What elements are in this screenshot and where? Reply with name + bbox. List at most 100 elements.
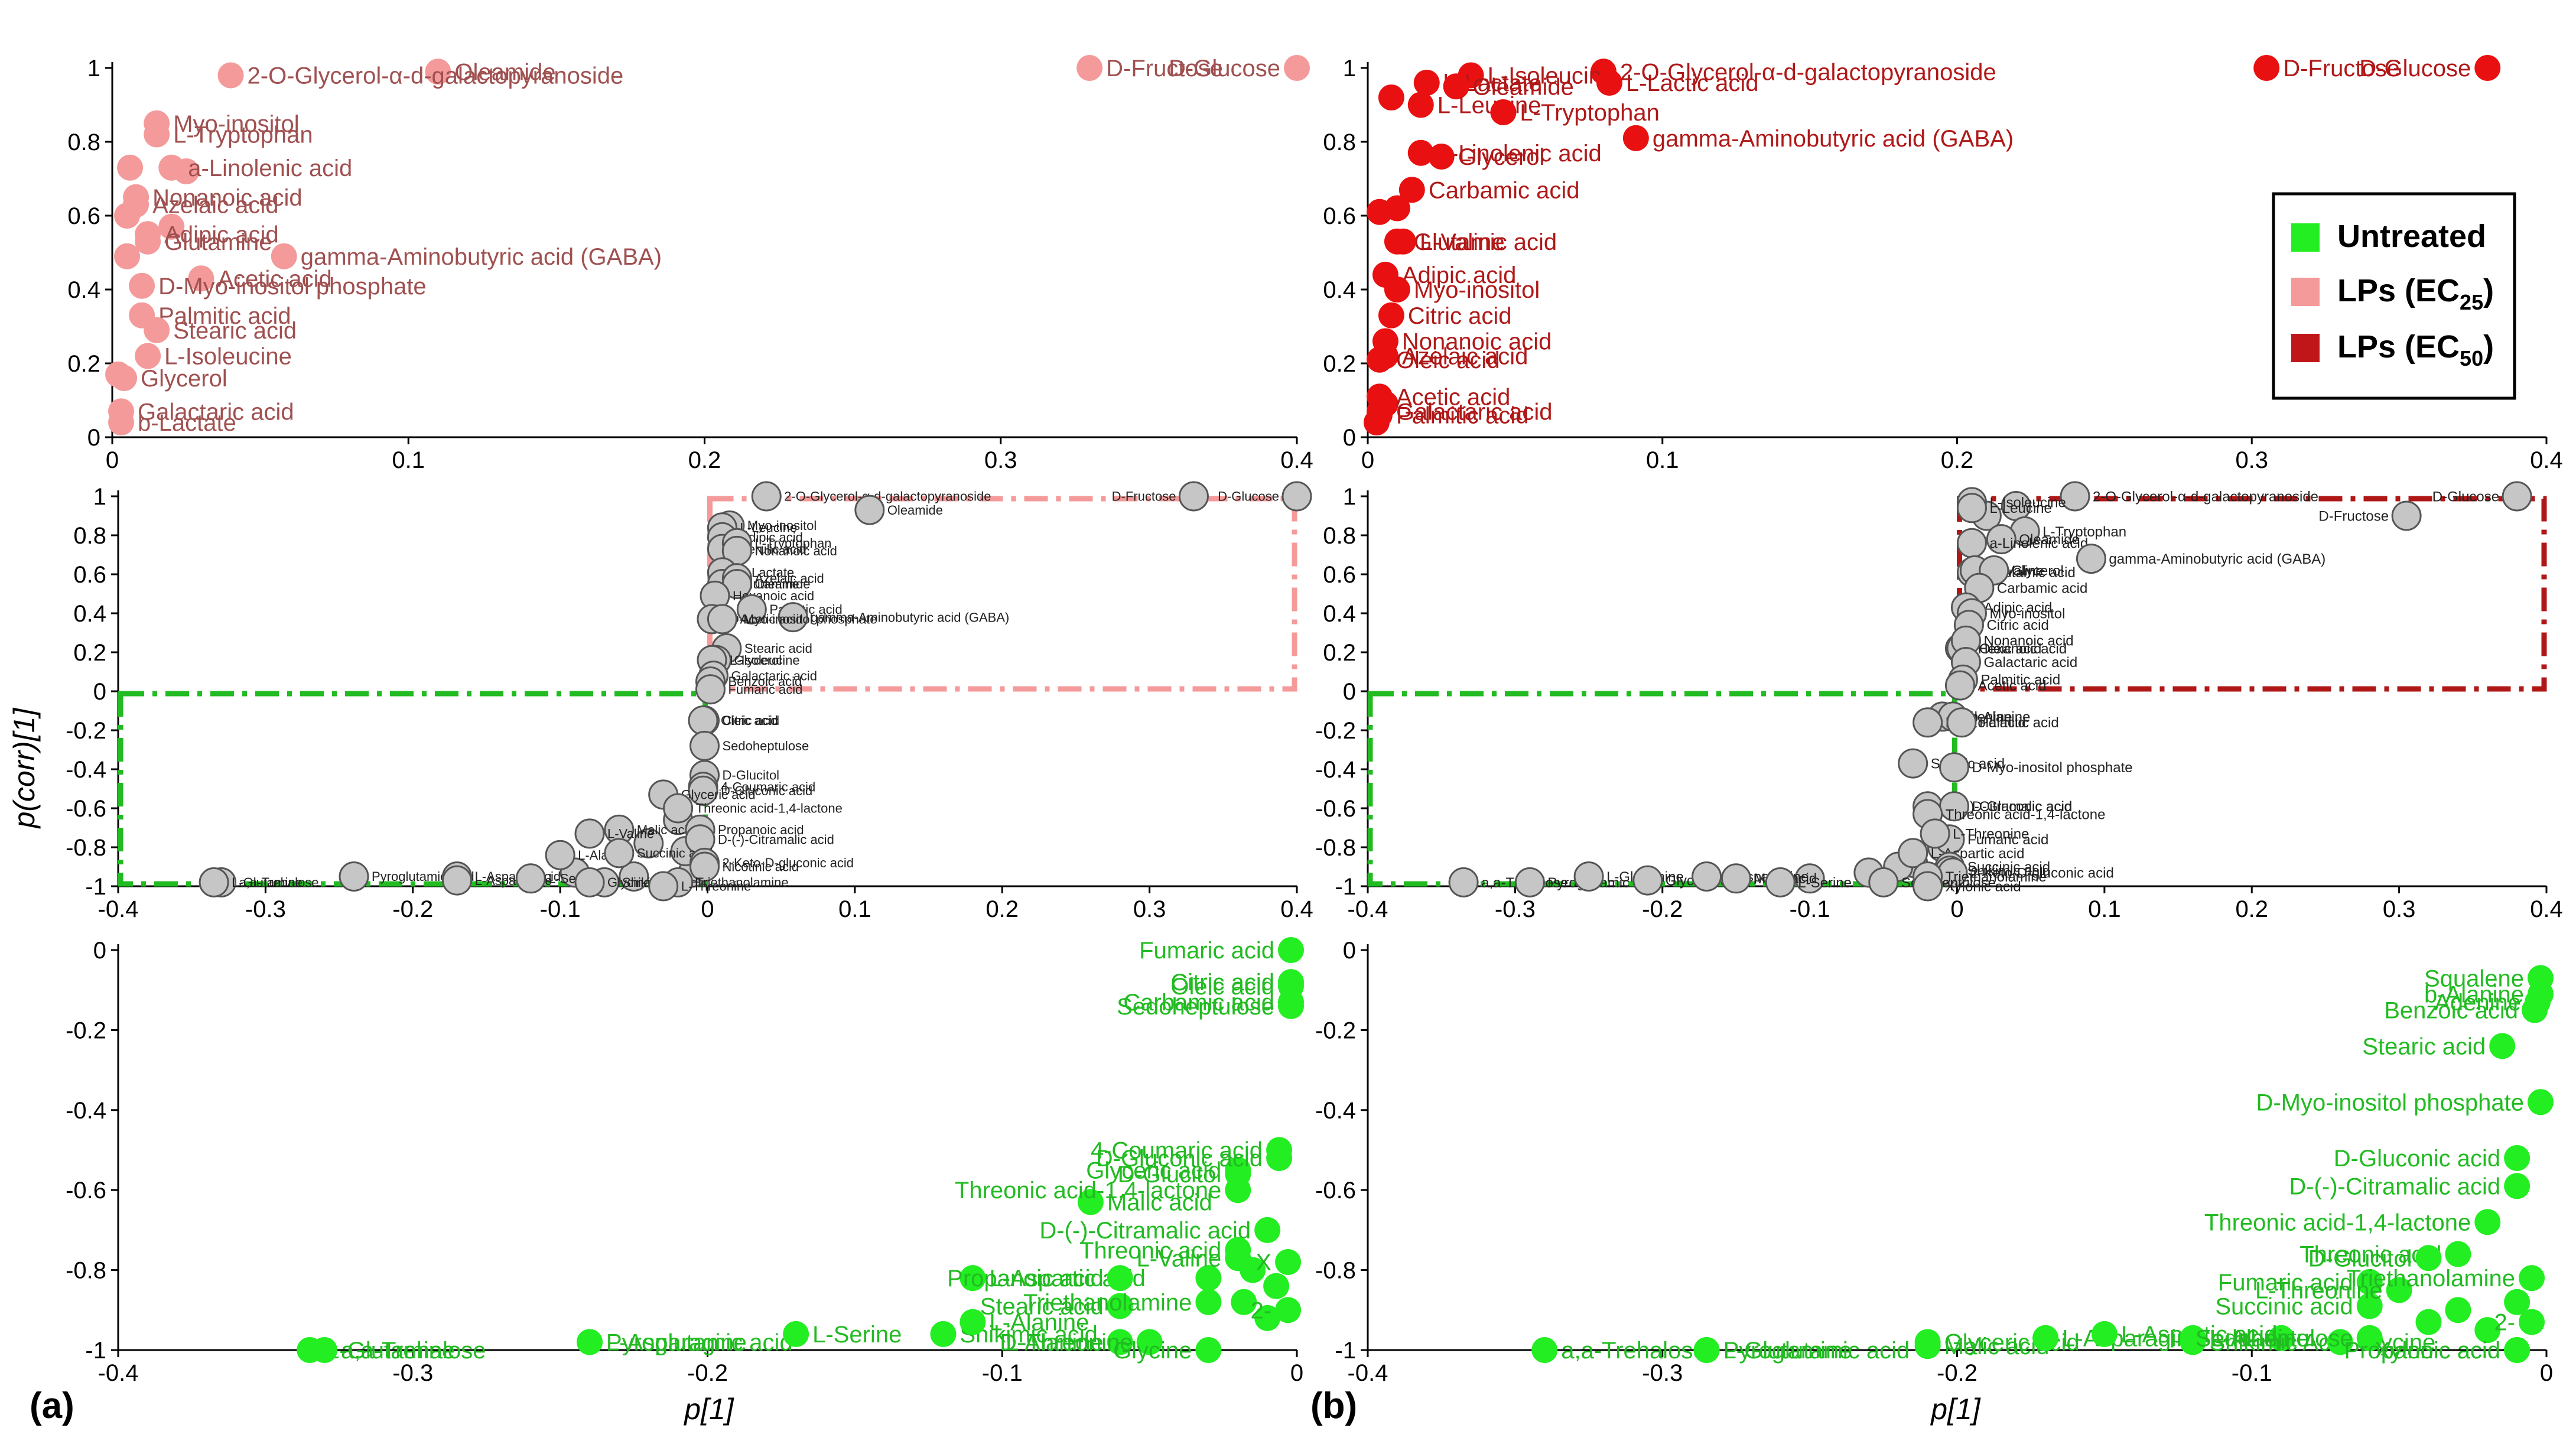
point-label: Shikimic acid bbox=[1967, 863, 2050, 879]
y-tick-label: 0.8 bbox=[67, 129, 100, 155]
data-point bbox=[271, 243, 297, 269]
point-label: Succinic acid bbox=[1967, 859, 2050, 875]
point-label: Malic acid bbox=[1944, 1334, 2050, 1360]
point-label: Triethanolamine bbox=[696, 875, 789, 890]
x-tick-label: -0.2 bbox=[687, 1360, 728, 1386]
data-point bbox=[1254, 1217, 1281, 1243]
x-tick-label: 0.4 bbox=[1280, 896, 1313, 922]
data-point bbox=[1077, 1189, 1104, 1215]
point-label: Stearic acid bbox=[173, 318, 297, 344]
point-label: Glycine bbox=[1113, 1338, 1192, 1364]
point-label: Glycerol bbox=[1458, 144, 1545, 170]
y-tick-label: -0.4 bbox=[1315, 1098, 1356, 1124]
point-label: Stearic acid bbox=[744, 641, 812, 656]
y-tick-label: -1 bbox=[85, 874, 106, 900]
xlabel-a: p[1] bbox=[683, 1393, 734, 1426]
data-point bbox=[1225, 1177, 1251, 1204]
y-tick-label: 0.8 bbox=[1323, 523, 1356, 549]
x-tick-label: -0.3 bbox=[392, 1360, 433, 1386]
legend-ec25-text: LPs (EC bbox=[2337, 273, 2460, 308]
data-point bbox=[2489, 1033, 2516, 1059]
data-point bbox=[1443, 73, 1469, 100]
data-point bbox=[117, 154, 144, 181]
point-label: Azelaic acid bbox=[754, 571, 824, 586]
legend-swatch-ec25 bbox=[2291, 278, 2320, 306]
data-point bbox=[1898, 838, 1928, 869]
legend-swatch-ec50 bbox=[2291, 334, 2320, 362]
point-label: L-Serine bbox=[812, 1322, 902, 1348]
y-tick-label: 0.4 bbox=[67, 277, 100, 303]
data-point bbox=[1946, 707, 1977, 738]
data-point bbox=[1398, 177, 1425, 203]
point-label: Sedoheptulose bbox=[1117, 994, 1274, 1020]
point-label: Fumaric acid bbox=[1967, 832, 2048, 848]
point-label: Benzoic acid bbox=[728, 674, 802, 689]
x-tick-label: 0.3 bbox=[1133, 896, 1166, 922]
data-point bbox=[442, 865, 473, 896]
x-tick-label: 0.3 bbox=[2235, 447, 2268, 473]
point-label: Squalene bbox=[2424, 965, 2524, 991]
y-tick-label: 0.8 bbox=[1323, 129, 1356, 155]
data-point bbox=[1266, 1145, 1293, 1172]
data-point bbox=[1384, 277, 1410, 303]
point-label: D-Alanine bbox=[1000, 1329, 1104, 1355]
y-tick-label: -1 bbox=[85, 1338, 106, 1364]
data-point bbox=[663, 793, 694, 824]
point-label: Citric acid bbox=[1986, 617, 2048, 633]
point-label: Nonanoic acid bbox=[754, 544, 837, 558]
x-tick-label: -0.4 bbox=[1348, 896, 1388, 922]
point-label: Stearic acid bbox=[2362, 1033, 2486, 1059]
data-point bbox=[2032, 1325, 2059, 1351]
data-point bbox=[1378, 302, 1404, 329]
data-point bbox=[2391, 500, 2422, 531]
point-label: 4-Coumaric acid bbox=[721, 779, 815, 794]
point-label: Galactaric acid bbox=[1396, 399, 1553, 425]
point-label: 2-O-Glycerol-α-d-galactopyranoside bbox=[784, 489, 991, 504]
chart-a-top: 0 0.1 0.2 0.3 0.4 0 0.2 0.4 0.6 0.8 1 D-GlucoseD-Fr… bbox=[67, 55, 1313, 473]
point-label: a-Linolenic acid bbox=[1437, 141, 1602, 167]
point-label: Oleamide bbox=[1473, 74, 1574, 100]
point-label: D-Glucitol bbox=[1118, 1162, 1222, 1188]
data-point bbox=[1284, 55, 1310, 81]
point-label: Acetic acid bbox=[217, 266, 331, 292]
point-label: L-Alanine bbox=[989, 1310, 1089, 1336]
point-label: Citric acid bbox=[723, 713, 780, 728]
data-point bbox=[1720, 863, 1751, 894]
point-label: D-Glucose bbox=[1218, 489, 1279, 504]
point-label: D-Myo-inositol phosphate bbox=[730, 612, 877, 627]
y-tick-label: 0 bbox=[93, 938, 106, 964]
legend-ec50-tail: ) bbox=[2483, 329, 2494, 365]
point-label: Galactaric acid bbox=[731, 668, 817, 683]
x-tick-label: 0 bbox=[1361, 447, 1374, 473]
point-label: 2-Keto-D-gluconic acid bbox=[1970, 865, 2114, 881]
point-label: Nicotinic acid bbox=[723, 860, 799, 874]
data-point bbox=[2502, 481, 2532, 512]
data-point bbox=[1913, 871, 1943, 902]
point-label: Palmitic acid bbox=[158, 303, 291, 329]
point-label: Azelaic acid bbox=[1402, 344, 1528, 370]
point-label: Myo-inositol bbox=[1989, 606, 2065, 622]
point-label: Glycerol bbox=[734, 653, 782, 668]
y-tick-label: 0.4 bbox=[73, 601, 106, 627]
y-tick-label: -0.2 bbox=[1315, 1017, 1356, 1043]
data-point bbox=[1573, 861, 1604, 892]
point-label: L-Threonine bbox=[1953, 826, 2029, 842]
y-tick-label: 0 bbox=[87, 425, 100, 451]
data-point bbox=[1390, 228, 1416, 255]
y-tick-label: -0.4 bbox=[1315, 757, 1356, 783]
data-point bbox=[689, 851, 720, 882]
data-point bbox=[2253, 55, 2280, 81]
x-tick-label: 0.2 bbox=[688, 447, 721, 473]
legend-label-ec50: LPs (EC50) bbox=[2337, 329, 2494, 370]
point-label: Myo-inositol bbox=[747, 518, 817, 533]
y-tick-label: -0.6 bbox=[66, 1178, 106, 1204]
legend-ec50-sub: 50 bbox=[2460, 346, 2483, 370]
y-tick-label: 0.6 bbox=[67, 203, 100, 229]
data-point bbox=[1278, 937, 1305, 963]
data-point bbox=[1275, 1297, 1302, 1323]
data-point bbox=[123, 191, 149, 218]
point-label: L-Tryptophan bbox=[2042, 524, 2126, 540]
point-label: Glutamine bbox=[164, 229, 272, 255]
point-label: a,a-Trehalose bbox=[341, 1338, 486, 1364]
point-label: D-Gluconic acid bbox=[721, 783, 812, 798]
